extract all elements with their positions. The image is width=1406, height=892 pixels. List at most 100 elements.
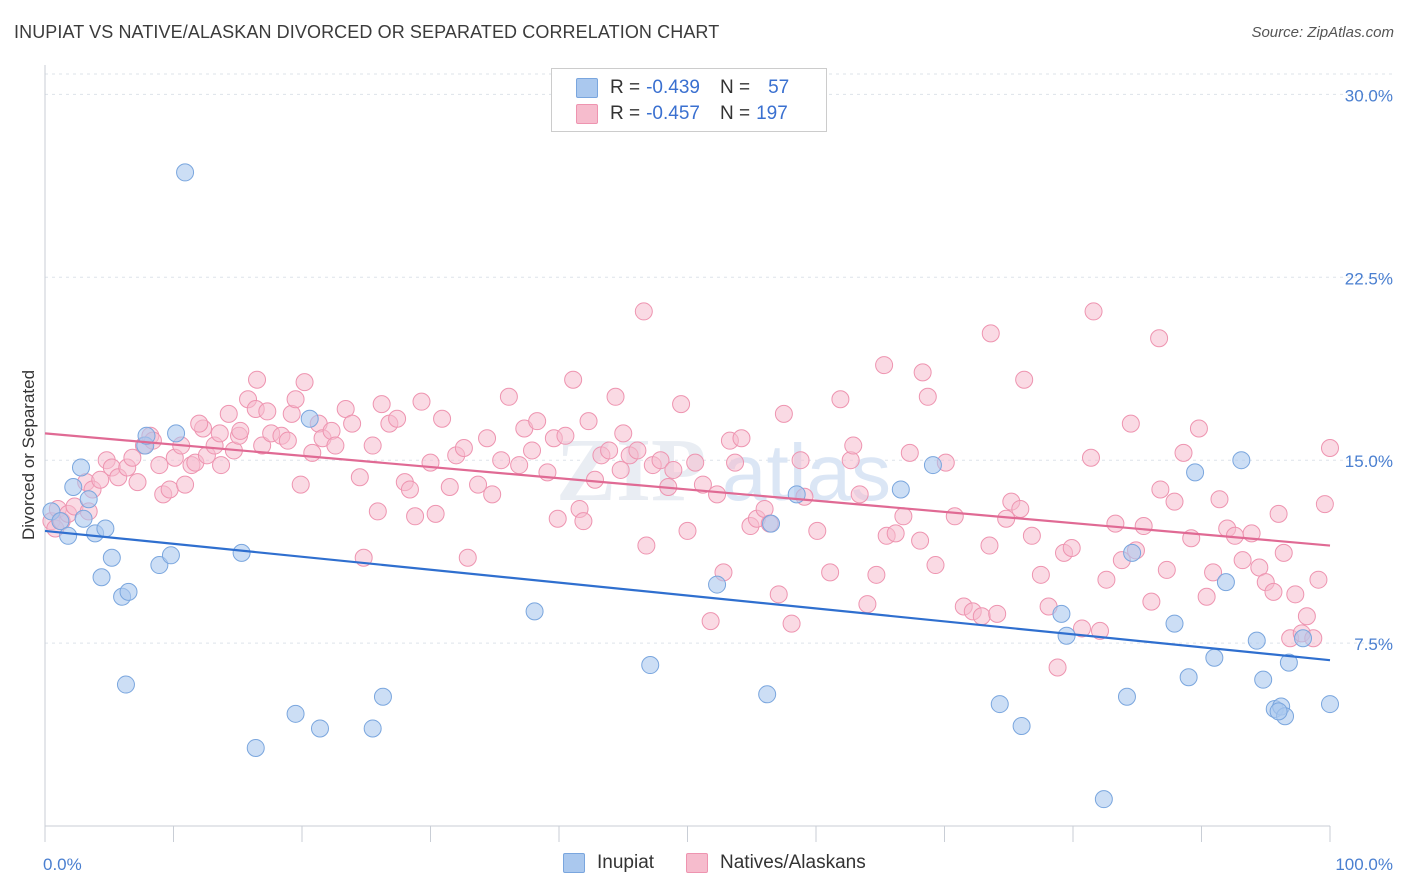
legend-label-inupiat: Inupiat [597, 852, 655, 873]
natives-point [295, 373, 314, 392]
inupiat-point [1294, 629, 1313, 648]
natives-point [128, 473, 147, 492]
natives-point [708, 485, 727, 504]
natives-point [664, 460, 683, 479]
natives-point [326, 436, 345, 455]
legend-item-natives[interactable]: Natives/Alaskans [686, 852, 866, 874]
natives-point [1097, 570, 1116, 589]
natives-point [1142, 592, 1161, 611]
legend-item-inupiat[interactable]: Inupiat [563, 852, 654, 874]
natives-point [1269, 504, 1288, 523]
natives-point [412, 392, 431, 411]
natives-point [1150, 329, 1169, 348]
natives-point [1165, 492, 1184, 511]
natives-point [1106, 514, 1125, 533]
inupiat-point [708, 575, 727, 594]
inupiat-point [891, 480, 910, 499]
natives-point [913, 363, 932, 382]
inupiat-point [161, 546, 180, 565]
natives-point [210, 424, 229, 443]
inupiat-point [758, 685, 777, 704]
natives-point [406, 507, 425, 526]
natives-point [454, 439, 473, 457]
inupiat-point [116, 675, 135, 694]
natives-point [291, 475, 310, 494]
inupiat-point [1321, 695, 1339, 714]
n-label: N = [719, 103, 751, 124]
natives-point [574, 512, 593, 531]
natives-point [350, 468, 369, 487]
natives-point [651, 451, 670, 470]
n-value: 197 [756, 103, 788, 124]
natives-point [1090, 621, 1109, 640]
inupiat-point [71, 458, 90, 477]
natives-point [440, 478, 459, 497]
inupiat-point [51, 512, 70, 531]
inupiat-point [176, 163, 195, 182]
y-tick-label: 7.5% [1354, 635, 1393, 654]
r-label: R = [610, 77, 641, 98]
stats-legend: R = -0.439 N = 57 R = -0.457 N = 197 [551, 68, 827, 132]
inupiat-point [1279, 653, 1298, 672]
y-tick-label: 22.5% [1345, 269, 1393, 288]
natives-point [219, 404, 238, 423]
source-label: Source: ZipAtlas.com [1251, 24, 1394, 41]
natives-point [701, 612, 720, 631]
natives-point [918, 387, 937, 406]
natives-point [1022, 526, 1041, 545]
inupiat-point [525, 602, 544, 621]
inupiat-point [1094, 790, 1113, 809]
natives-point [150, 456, 169, 475]
natives-point [611, 460, 630, 479]
natives-point [672, 395, 691, 414]
natives-point [564, 370, 583, 389]
natives-point [769, 585, 788, 604]
natives-point [1015, 370, 1034, 389]
inupiat-point [310, 719, 329, 738]
natives-point [556, 426, 575, 445]
natives-point [1321, 439, 1339, 457]
natives-point [286, 390, 305, 409]
inupiat-point [1123, 543, 1142, 562]
natives-point [91, 470, 110, 489]
natives-point [693, 475, 712, 494]
tick-labels: 7.5% 15.0% 22.5% 30.0% 0.0% 100.0% [43, 86, 1393, 874]
natives-point [972, 607, 991, 626]
natives-point [1031, 565, 1050, 584]
natives-point [1309, 570, 1328, 589]
inupiat-swatch [576, 78, 598, 98]
natives-point [732, 429, 751, 448]
natives-point [686, 453, 705, 472]
natives-point [911, 531, 930, 550]
inupiat-point [363, 719, 382, 738]
natives-point [212, 456, 231, 475]
natives-point [548, 509, 567, 528]
inupiat-point [1179, 668, 1198, 687]
inupiat-trend-line [44, 529, 1331, 662]
natives-point [528, 412, 547, 431]
natives-point [606, 387, 625, 406]
natives-point [774, 404, 793, 423]
r-value: -0.457 [646, 103, 700, 124]
natives-point [1315, 495, 1334, 514]
natives-point [1121, 414, 1140, 433]
natives-swatch [576, 104, 598, 124]
natives-point [388, 409, 407, 428]
inupiat-point [79, 490, 98, 509]
legend-row-inupiat: R = -0.439 N = 57 [576, 76, 789, 100]
inupiat-point [137, 426, 156, 445]
natives-point [1084, 302, 1103, 321]
natives-point [844, 436, 863, 455]
natives-point [1286, 585, 1305, 604]
natives-point [303, 443, 322, 462]
inupiat-point [1216, 573, 1235, 592]
natives-point [523, 441, 542, 460]
natives-point [821, 563, 840, 582]
natives-point [831, 390, 850, 409]
natives-point [372, 395, 391, 414]
natives-point [634, 302, 653, 321]
natives-point [400, 480, 419, 499]
x-tick-label: 100.0% [1335, 855, 1393, 874]
natives-point [808, 521, 827, 540]
inupiat-point [64, 478, 83, 497]
